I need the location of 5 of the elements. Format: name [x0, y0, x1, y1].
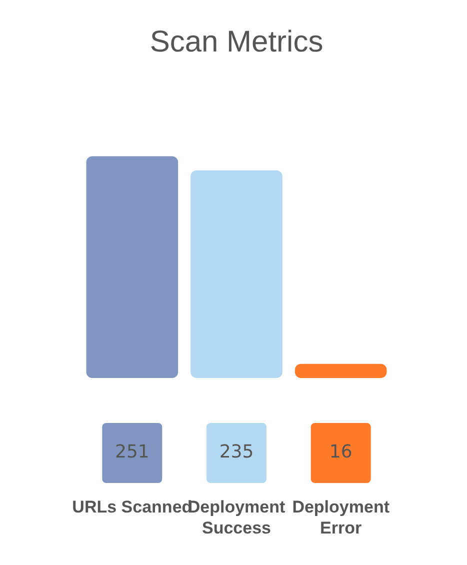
data-label: 16	[329, 442, 352, 463]
data-label: 251	[114, 442, 150, 463]
x-tick-label: Deployment Error	[292, 498, 390, 538]
chart-title: Scan Metrics	[150, 25, 324, 58]
data-label: 235	[219, 442, 254, 463]
